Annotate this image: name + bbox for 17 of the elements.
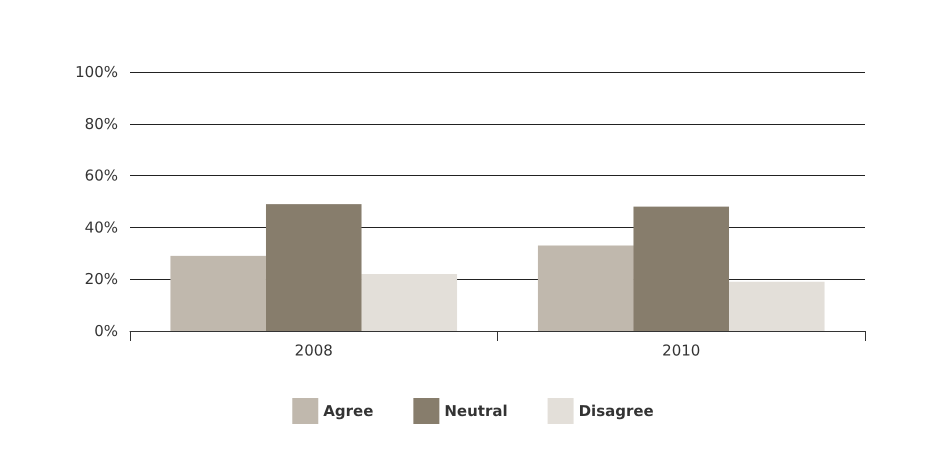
x-tick-label: 2010 bbox=[662, 342, 700, 360]
bar bbox=[362, 274, 458, 331]
y-tick-label: 80% bbox=[84, 114, 118, 133]
y-tick-label: 100% bbox=[75, 63, 118, 81]
bar bbox=[266, 204, 362, 331]
bar bbox=[633, 206, 730, 331]
x-tick-label: 2008 bbox=[294, 342, 333, 360]
y-tick-label: 60% bbox=[84, 166, 118, 185]
legend-label: Disagree bbox=[578, 402, 654, 420]
legend-label: Neutral bbox=[444, 402, 508, 420]
bar bbox=[170, 256, 266, 331]
bar bbox=[538, 246, 634, 331]
y-tick-label: 0% bbox=[94, 322, 118, 340]
bar bbox=[729, 282, 825, 331]
y-tick-label: 40% bbox=[84, 218, 118, 236]
legend-label: Agree bbox=[323, 402, 374, 420]
y-tick-label: 20% bbox=[84, 270, 118, 288]
